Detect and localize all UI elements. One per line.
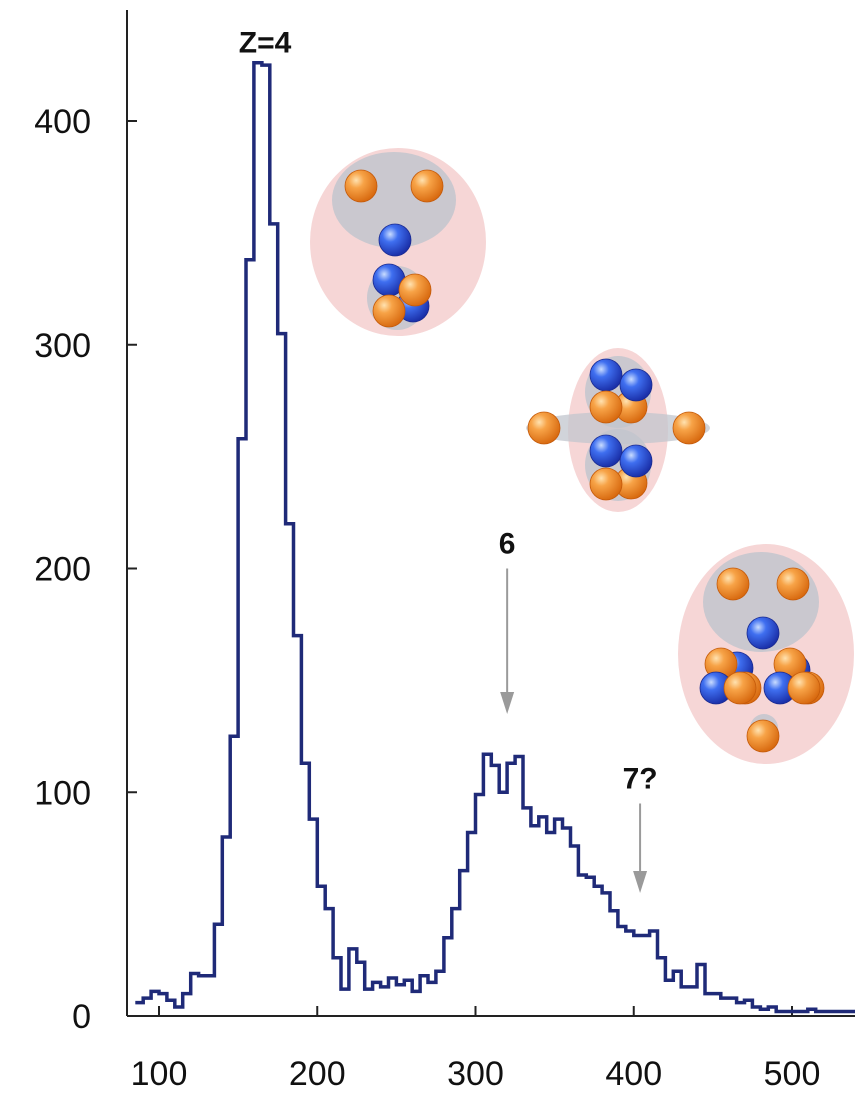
- x-tick-label: 500: [764, 1055, 821, 1093]
- proton-sphere: [589, 467, 623, 501]
- cluster-illustration: [310, 148, 486, 336]
- y-tick-label: 300: [34, 327, 91, 365]
- proton-sphere: [746, 719, 780, 753]
- annotation-arrow-head: [500, 691, 515, 714]
- y-tick-label: 400: [34, 103, 91, 141]
- histogram-series: [135, 61, 855, 1014]
- x-tick-label: 100: [131, 1055, 188, 1093]
- x-tick-label: 400: [605, 1055, 662, 1093]
- proton-sphere: [589, 390, 623, 424]
- cluster-illustration: [678, 544, 854, 764]
- proton-sphere: [527, 411, 561, 445]
- x-tick-label: 200: [289, 1055, 346, 1093]
- proton-sphere: [372, 294, 406, 328]
- proton-sphere: [776, 567, 810, 601]
- axes: 0 100 200 300 400 100 200 300 400 500: [34, 10, 855, 1093]
- proton-sphere: [344, 169, 378, 203]
- proton-sphere: [410, 169, 444, 203]
- proton-sphere: [787, 671, 821, 705]
- cluster-illustration: [526, 348, 710, 512]
- annotation-label: 6: [499, 528, 516, 561]
- cluster-illustrations: [310, 148, 854, 764]
- x-tick-label: 300: [447, 1055, 504, 1093]
- neutron-sphere: [589, 434, 623, 468]
- proton-sphere: [672, 411, 706, 445]
- x-ticks: 100 200 300 400 500: [131, 1006, 821, 1093]
- annotation-label: Z=4: [239, 26, 292, 59]
- annotations: Z=4 6 7?: [239, 26, 658, 893]
- y-ticks: 0 100 200 300 400: [34, 103, 137, 1036]
- neutron-sphere: [619, 368, 653, 402]
- neutron-sphere: [746, 616, 780, 650]
- annotation-label: 7?: [623, 763, 658, 796]
- neutron-sphere: [589, 358, 623, 392]
- neutron-sphere: [619, 444, 653, 478]
- neutron-sphere: [378, 223, 412, 257]
- proton-sphere: [716, 567, 750, 601]
- proton-sphere: [398, 273, 432, 307]
- proton-sphere: [723, 671, 757, 705]
- annotation-arrow-head: [633, 870, 648, 893]
- y-tick-label: 0: [72, 998, 91, 1036]
- y-tick-label: 200: [34, 551, 91, 589]
- y-tick-label: 100: [34, 774, 91, 812]
